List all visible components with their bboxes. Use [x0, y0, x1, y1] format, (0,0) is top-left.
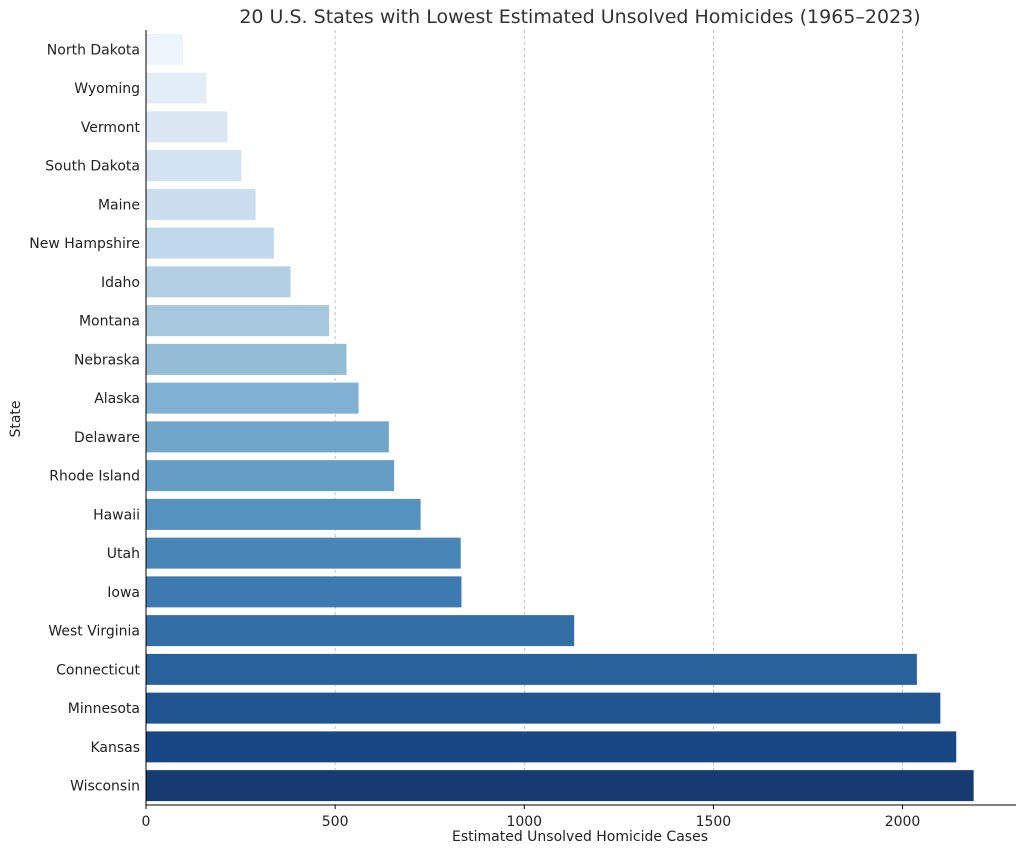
- chart-title: 20 U.S. States with Lowest Estimated Uns…: [239, 6, 920, 28]
- y-tick-label: Alaska: [94, 391, 140, 407]
- x-tick-label: 1500: [696, 814, 732, 830]
- y-tick-label: Wyoming: [74, 81, 140, 97]
- bar-iowa: [146, 576, 462, 608]
- bar-idaho: [146, 266, 291, 298]
- bar-south-dakota: [146, 150, 242, 182]
- y-tick-label: Minnesota: [68, 701, 140, 717]
- y-axis-label: State: [8, 400, 24, 437]
- y-tick-label: Delaware: [74, 430, 140, 446]
- x-tick-label: 500: [322, 814, 349, 830]
- bar-maine: [146, 188, 256, 220]
- bar-montana: [146, 305, 330, 337]
- bar-new-hampshire: [146, 227, 274, 259]
- bar-alaska: [146, 382, 359, 414]
- bar-delaware: [146, 421, 389, 453]
- bars-layer: [146, 33, 974, 802]
- bar-vermont: [146, 111, 228, 143]
- y-tick-label: South Dakota: [45, 159, 140, 175]
- bar-kansas: [146, 731, 957, 763]
- grid-layer: [334, 30, 903, 805]
- x-tick-label: 0: [142, 814, 151, 830]
- bar-utah: [146, 537, 461, 569]
- bar-minnesota: [146, 692, 941, 724]
- y-tick-label: New Hampshire: [29, 236, 140, 252]
- y-tick-label: Montana: [79, 314, 140, 330]
- bar-rhode-island: [146, 460, 395, 492]
- y-tick-label: Wisconsin: [70, 779, 140, 795]
- bar-nebraska: [146, 343, 347, 375]
- bar-wyoming: [146, 72, 207, 104]
- bar-north-dakota: [146, 33, 184, 65]
- y-tick-label: Hawaii: [93, 507, 140, 523]
- y-tick-label: West Virginia: [48, 624, 140, 640]
- y-tick-label: Vermont: [81, 120, 141, 136]
- y-tick-label: Iowa: [107, 585, 140, 601]
- y-tick-label: Nebraska: [74, 352, 140, 368]
- bar-hawaii: [146, 498, 421, 530]
- y-tick-label: Utah: [107, 546, 140, 562]
- x-tick-label: 1000: [506, 814, 542, 830]
- bar-connecticut: [146, 653, 917, 685]
- y-tick-label: Rhode Island: [49, 469, 140, 485]
- axes-layer: [145, 30, 1016, 809]
- y-tick-label: Idaho: [101, 275, 140, 291]
- y-tick-label: Connecticut: [56, 662, 140, 678]
- x-tick-labels: 0 500 1000 1500 2000: [142, 814, 921, 830]
- y-tick-label: Maine: [98, 197, 140, 213]
- x-tick-label: 2000: [885, 814, 921, 830]
- bar-west-virginia: [146, 615, 575, 647]
- y-tick-labels: North Dakota Wyoming Vermont South Dakota Ma…: [29, 42, 140, 794]
- y-tick-label: North Dakota: [47, 42, 140, 58]
- bar-wisconsin: [146, 770, 974, 802]
- x-axis-label: Estimated Unsolved Homicide Cases: [452, 829, 708, 845]
- y-tick-label: Kansas: [90, 740, 140, 756]
